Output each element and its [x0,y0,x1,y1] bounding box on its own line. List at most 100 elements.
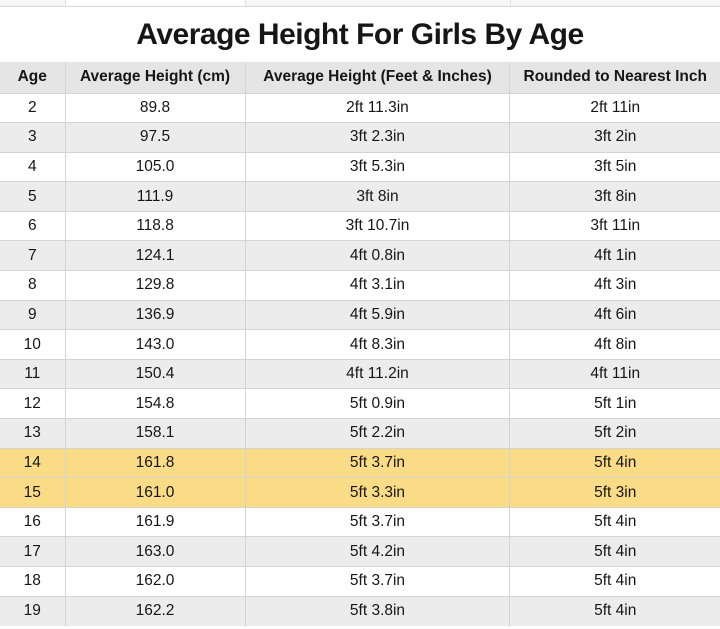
rounded-cell: 5ft 4in [509,506,720,538]
table-row: 13 158.1 5ft 2.2in 5ft 2in [0,418,720,449]
cm-cell: 161.8 [65,447,246,479]
ftin-cell: 5ft 3.7in [245,566,511,597]
age-cell: 14 [0,447,66,479]
ftin-cell: 5ft 2.2in [245,418,511,449]
age-cell: 7 [0,240,66,272]
cropped-cell [0,0,66,6]
rounded-cell: 5ft 4in [509,595,720,626]
rounded-cell: 3ft 2in [509,122,720,153]
table-row: 15 161.0 5ft 3.3in 5ft 3in [0,477,720,508]
age-cell: 9 [0,299,66,331]
cm-cell: 105.0 [65,151,246,183]
rounded-cell: 3ft 11in [509,210,720,242]
ftin-cell: 5ft 3.7in [245,447,511,479]
cm-cell: 89.8 [65,92,246,124]
table-row: 16 161.9 5ft 3.7in 5ft 4in [0,506,720,538]
ftin-cell: 3ft 2.3in [245,122,511,153]
age-cell: 13 [0,418,66,449]
table-row: 11 150.4 4ft 11.2in 4ft 11in [0,358,720,390]
ftin-cell: 5ft 3.3in [245,477,511,508]
ftin-cell: 4ft 8.3in [245,329,511,360]
rounded-cell: 5ft 4in [509,447,720,479]
cm-cell: 162.0 [65,566,246,597]
ftin-cell: 4ft 11.2in [245,358,511,390]
table-row: 6 118.8 3ft 10.7in 3ft 11in [0,210,720,242]
table-row: 14 161.8 5ft 3.7in 5ft 4in [0,447,720,479]
cm-cell: 124.1 [65,240,246,272]
table-row: 5 111.9 3ft 8in 3ft 8in [0,181,720,212]
table-header: Age Average Height (cm) Average Height (… [0,62,720,94]
age-cell: 5 [0,181,66,212]
table-row: 18 162.0 5ft 3.7in 5ft 4in [0,566,720,597]
cm-cell: 161.0 [65,477,246,508]
age-cell: 19 [0,595,66,626]
cropped-cell [510,0,720,6]
table-row: 4 105.0 3ft 5.3in 3ft 5in [0,151,720,183]
cm-cell: 97.5 [65,122,246,153]
rounded-cell: 4ft 1in [509,240,720,272]
table-row: 2 89.8 2ft 11.3in 2ft 11in [0,92,720,124]
cm-cell: 111.9 [65,181,246,212]
rounded-cell: 4ft 11in [509,358,720,390]
page-title: Average Height For Girls By Age [136,17,584,51]
rounded-cell: 5ft 4in [509,536,720,567]
rounded-cell: 4ft 3in [509,270,720,301]
cm-cell: 118.8 [65,210,246,242]
rounded-cell: 4ft 8in [509,329,720,360]
rounded-cell: 5ft 2in [509,418,720,449]
cm-cell: 154.8 [65,388,246,420]
rounded-cell: 3ft 8in [509,181,720,212]
ftin-cell: 4ft 5.9in [245,299,511,331]
rounded-cell: 3ft 5in [509,151,720,183]
table-row: 19 162.2 5ft 3.8in 5ft 4in [0,595,720,626]
age-cell: 3 [0,122,66,153]
age-cell: 16 [0,506,66,538]
ftin-cell: 5ft 4.2in [245,536,511,567]
age-cell: 18 [0,566,66,597]
header-ftin: Average Height (Feet & Inches) [245,62,511,94]
ftin-cell: 2ft 11.3in [245,92,511,124]
rounded-cell: 5ft 1in [509,388,720,420]
age-cell: 17 [0,536,66,567]
cm-cell: 161.9 [65,506,246,538]
header-rounded: Rounded to Nearest Inch [509,62,720,94]
table-row: 10 143.0 4ft 8.3in 4ft 8in [0,329,720,360]
cropped-cell [65,0,246,6]
table-row: 3 97.5 3ft 2.3in 3ft 2in [0,122,720,153]
ftin-cell: 5ft 3.7in [245,506,511,538]
rounded-cell: 2ft 11in [509,92,720,124]
ftin-cell: 5ft 0.9in [245,388,511,420]
ftin-cell: 5ft 3.8in [245,595,511,626]
cm-cell: 162.2 [65,595,246,626]
height-table: Age Average Height (cm) Average Height (… [0,62,720,626]
cropped-row-remnant [0,0,720,7]
table-row: 7 124.1 4ft 0.8in 4ft 1in [0,240,720,272]
age-cell: 15 [0,477,66,508]
ftin-cell: 4ft 0.8in [245,240,511,272]
age-cell: 4 [0,151,66,183]
age-cell: 11 [0,358,66,390]
table-row: 8 129.8 4ft 3.1in 4ft 3in [0,270,720,301]
cm-cell: 163.0 [65,536,246,567]
age-cell: 12 [0,388,66,420]
ftin-cell: 3ft 5.3in [245,151,511,183]
rounded-cell: 5ft 3in [509,477,720,508]
header-row: Age Average Height (cm) Average Height (… [0,62,720,94]
age-cell: 6 [0,210,66,242]
table-body: 2 89.8 2ft 11.3in 2ft 11in 3 97.5 3ft 2.3in 3ft… [0,92,720,626]
age-cell: 8 [0,270,66,301]
title-bar: Average Height For Girls By Age [0,7,720,62]
cm-cell: 150.4 [65,358,246,390]
table-row: 12 154.8 5ft 0.9in 5ft 1in [0,388,720,420]
table-row: 9 136.9 4ft 5.9in 4ft 6in [0,299,720,331]
header-cm: Average Height (cm) [65,62,246,94]
cm-cell: 136.9 [65,299,246,331]
ftin-cell: 3ft 8in [245,181,511,212]
table-row: 17 163.0 5ft 4.2in 5ft 4in [0,536,720,567]
ftin-cell: 3ft 10.7in [245,210,511,242]
cropped-cell [246,0,511,6]
cm-cell: 158.1 [65,418,246,449]
ftin-cell: 4ft 3.1in [245,270,511,301]
cm-cell: 129.8 [65,270,246,301]
rounded-cell: 5ft 4in [509,566,720,597]
